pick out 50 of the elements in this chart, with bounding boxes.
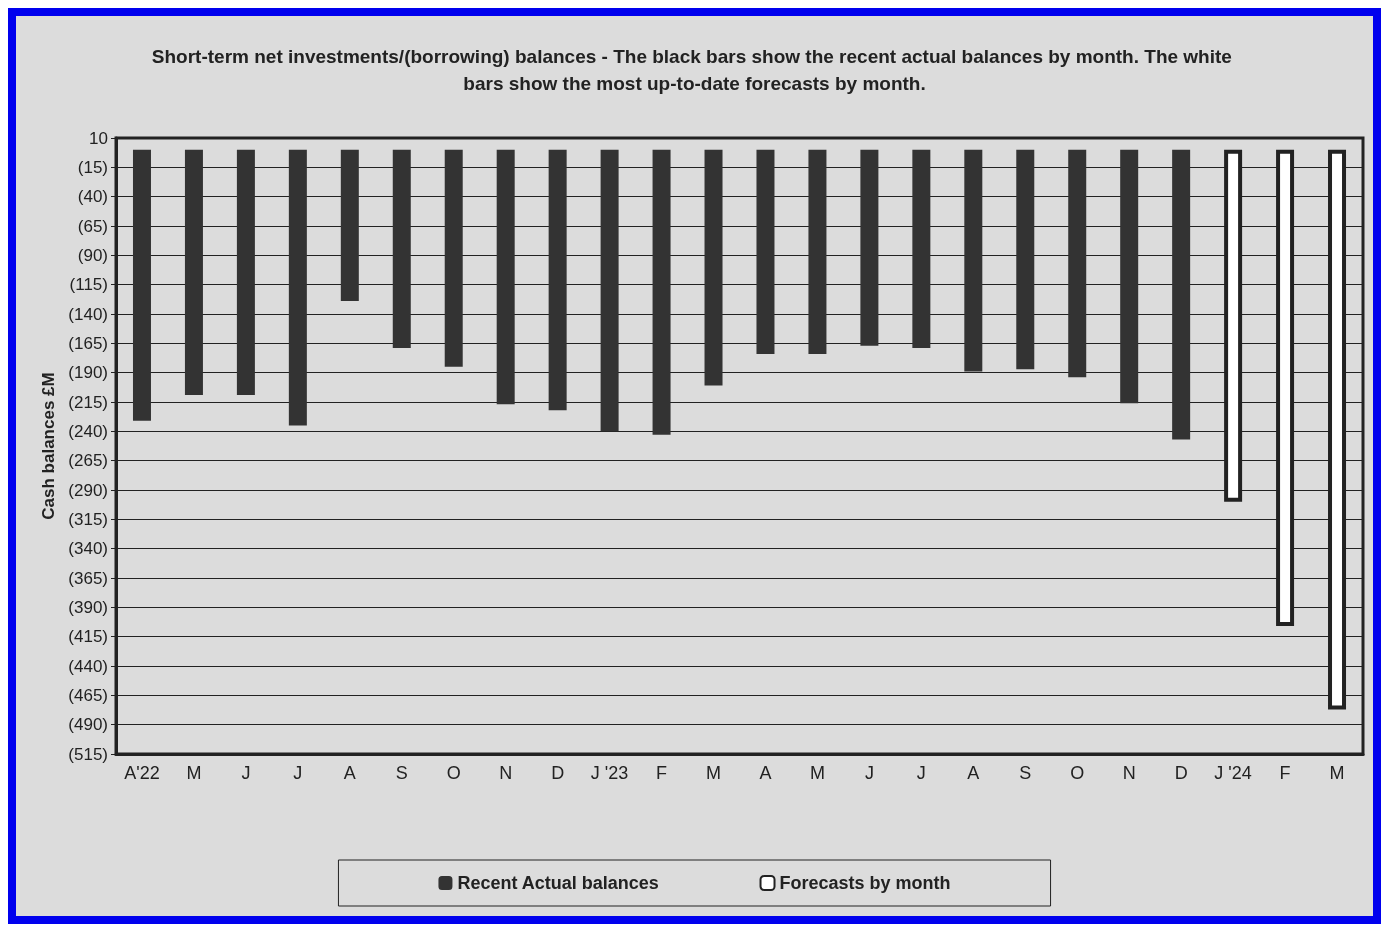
y-tick-label: (40): [77, 187, 108, 207]
x-tick-label: J '24: [1214, 763, 1252, 783]
x-tick-label: J: [293, 763, 303, 783]
x-tick-label: A: [343, 763, 356, 783]
x-tick-label: A'22: [124, 763, 160, 783]
x-tick-label: F: [656, 763, 668, 783]
y-tick-label: (65): [77, 216, 108, 236]
x-tick-label: N: [1122, 763, 1136, 783]
x-tick-label: J '23: [590, 763, 629, 783]
y-tick-label: (365): [68, 568, 108, 588]
x-tick-label: S: [395, 763, 408, 783]
y-tick-label: 10: [89, 128, 108, 148]
x-tick-label: A: [967, 763, 980, 783]
x-tick-label: O: [446, 763, 461, 783]
y-tick-label: (115): [69, 275, 108, 295]
y-tick-label: (490): [68, 715, 108, 735]
x-tick-label: F: [1279, 763, 1291, 783]
y-tick-label: (465): [68, 685, 108, 705]
x-tick-label: M: [186, 763, 202, 783]
y-tick-label: (415): [68, 627, 108, 647]
y-axis-title: Cash balances £M: [39, 372, 59, 520]
x-tick-label: M: [706, 763, 722, 783]
y-tick-label: (265): [68, 451, 108, 471]
x-tick-label: D: [551, 763, 565, 783]
legend-label: Forecasts by month: [779, 873, 951, 893]
chart-title: Short-term net investments/(borrowing) balances - The black bars show the recent actual balances by month. The white bars show the most up-to-date forecasts by month.: [151, 46, 1238, 94]
y-tick-label: (290): [68, 480, 108, 500]
x-tick-label: N: [499, 763, 513, 783]
x-tick-label: J: [916, 763, 926, 783]
y-tick-label: (15): [77, 157, 108, 177]
y-tick-label: (165): [68, 333, 108, 353]
x-tick-label: O: [1070, 763, 1085, 783]
x-tick-label: M: [1329, 763, 1345, 783]
y-tick-label: (340): [68, 539, 108, 559]
y-tick-label: (440): [68, 656, 108, 676]
y-tick-label: (390): [68, 597, 108, 617]
y-tick-label: (90): [77, 245, 108, 265]
legend-label: Recent Actual balances: [457, 873, 659, 893]
y-tick-label: (315): [68, 509, 108, 529]
x-tick-label: A: [759, 763, 772, 783]
x-tick-label: M: [809, 763, 825, 783]
x-tick-label: J: [241, 763, 251, 783]
y-tick-label: (515): [68, 744, 108, 764]
x-tick-label: J: [864, 763, 874, 783]
y-tick-label: (215): [68, 392, 108, 412]
x-tick-label: S: [1019, 763, 1032, 783]
x-tick-label: D: [1174, 763, 1188, 783]
y-tick-label: (190): [68, 363, 108, 383]
y-tick-label: (140): [68, 304, 108, 324]
y-tick-label: (240): [68, 421, 108, 441]
